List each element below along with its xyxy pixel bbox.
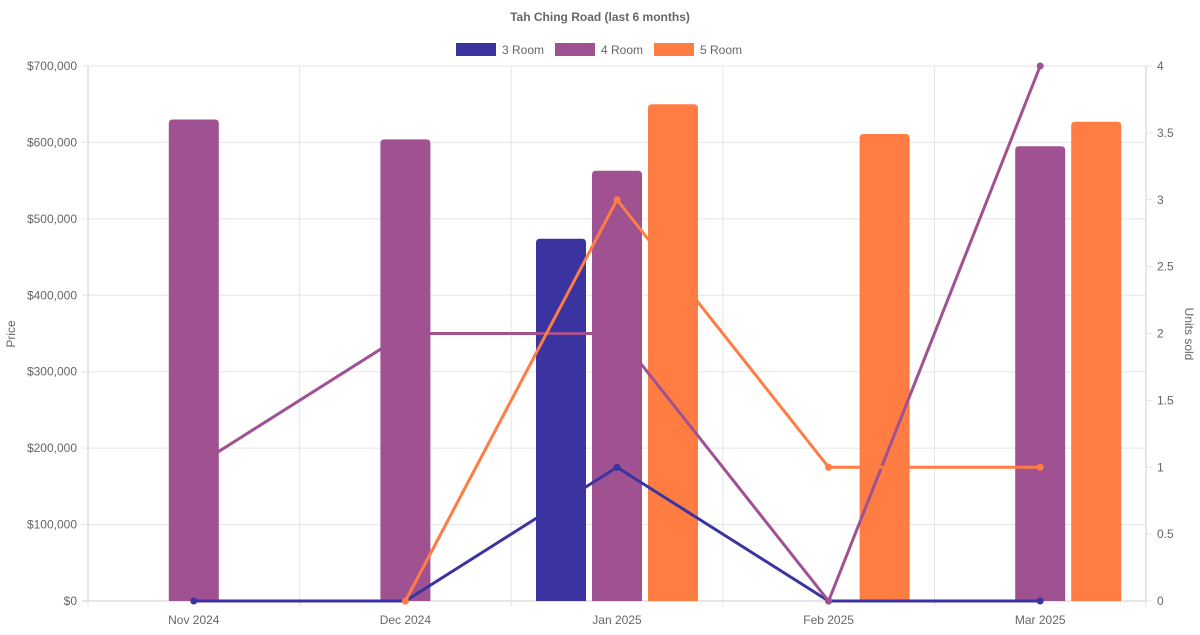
y2-tick-label: 2	[1157, 327, 1164, 341]
y2-tick-label: 4	[1157, 59, 1164, 73]
x-tick-label: Dec 2024	[380, 613, 432, 627]
x-tick-label: Jan 2025	[592, 613, 642, 627]
y-tick-label: $0	[64, 594, 78, 608]
y2-tick-label: 3.5	[1157, 126, 1174, 140]
y-tick-label: $700,000	[27, 59, 77, 73]
legend-label: 5 Room	[700, 43, 742, 57]
chart-title: Tah Ching Road (last 6 months)	[510, 10, 690, 24]
legend-swatch	[555, 43, 595, 56]
point-4-room	[825, 597, 833, 605]
x-tick-label: Feb 2025	[803, 613, 854, 627]
y2-tick-label: 2.5	[1157, 260, 1174, 274]
bar-4-room	[168, 119, 219, 601]
y2-axis-label: Units sold	[1182, 308, 1196, 361]
point-3-room	[190, 597, 198, 605]
bar-3-room	[536, 238, 586, 601]
y-axis-label: Price	[4, 320, 18, 348]
y2-tick-label: 0	[1157, 594, 1164, 608]
point-3-room	[1036, 597, 1044, 605]
y2-tick-label: 1.5	[1157, 393, 1174, 407]
bar-4-room	[1015, 146, 1066, 601]
bars	[168, 104, 1122, 602]
y-tick-label: $200,000	[27, 441, 77, 455]
legend[interactable]: 3 Room 4 Room 5 Room	[456, 43, 742, 57]
legend-swatch	[456, 43, 496, 56]
bar-5-room	[1071, 121, 1122, 602]
x-tick-label: Mar 2025	[1015, 613, 1066, 627]
line-5-room	[404, 197, 1041, 602]
legend-label: 3 Room	[502, 43, 544, 57]
point-5-room	[613, 196, 621, 204]
x-tick-label: Nov 2024	[168, 613, 220, 627]
y-tick-label: $500,000	[27, 212, 77, 226]
bar-5-room	[648, 104, 698, 601]
point-4-room	[190, 463, 198, 471]
lines	[190, 62, 1044, 605]
point-4-room	[401, 330, 409, 337]
point-4-room	[613, 330, 621, 337]
bar-4-room	[380, 139, 431, 601]
point-3-room	[613, 463, 621, 471]
point-5-room	[401, 597, 409, 605]
legend-label: 4 Room	[601, 43, 643, 57]
bar-5-room	[859, 134, 910, 601]
y2-tick-label: 0.5	[1157, 527, 1174, 541]
point-5-room	[825, 463, 833, 471]
y2-tick-label: 1	[1157, 460, 1164, 474]
point-5-room	[1036, 463, 1044, 471]
y2-tick-label: 3	[1157, 193, 1164, 207]
bar-4-room	[592, 170, 642, 601]
y-tick-label: $300,000	[27, 365, 77, 379]
y-tick-label: $100,000	[27, 518, 77, 532]
y-tick-label: $600,000	[27, 135, 77, 149]
legend-swatch	[654, 43, 694, 56]
y-tick-label: $400,000	[27, 288, 77, 302]
point-4-room	[1036, 62, 1044, 70]
